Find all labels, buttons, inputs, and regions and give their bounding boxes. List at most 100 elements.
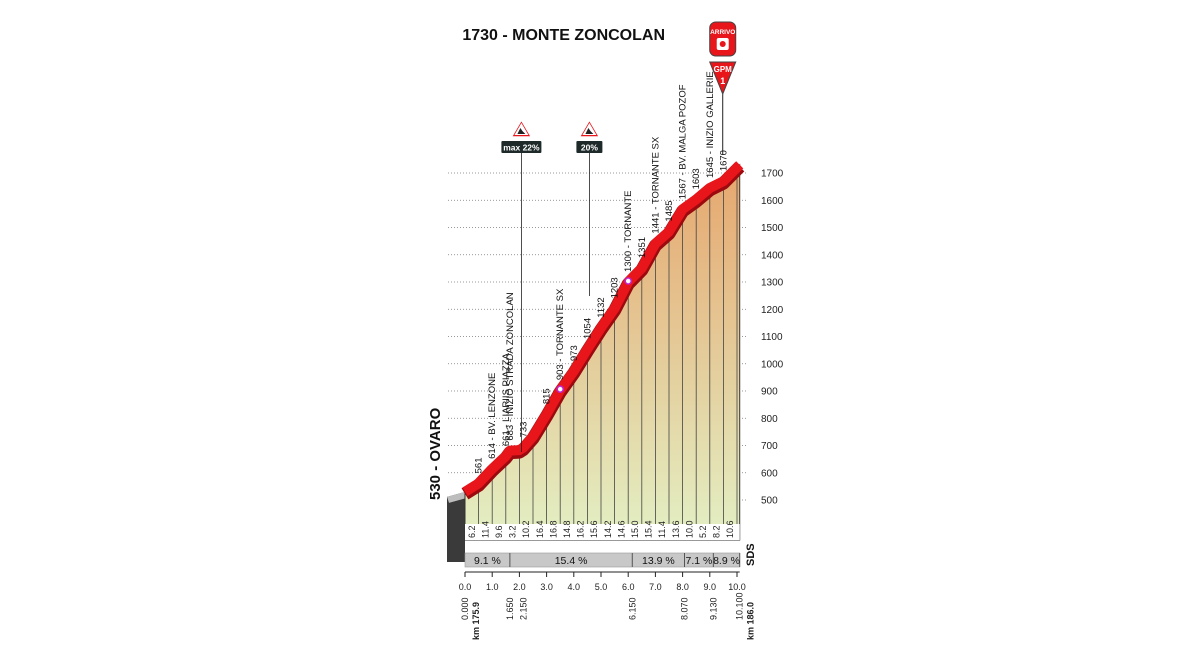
x-tick-label: 3.0 (540, 582, 553, 592)
annotation-label: 614 - BV. LENZONE (487, 373, 498, 459)
x-tick-label: 1.0 (486, 582, 499, 592)
y-tick-label: 600 (761, 468, 778, 479)
segment-grade-label: 6.2 (467, 525, 477, 538)
x-tick-label: 8.0 (676, 582, 689, 592)
annotation-label: 1670 (718, 150, 729, 171)
segment-grade-strip (465, 524, 740, 540)
sector-average-label: 15.4 % (555, 555, 588, 567)
y-tick-label: 1300 (761, 278, 784, 289)
x-tick-label: 7.0 (649, 582, 662, 592)
hairpin-marker (556, 385, 564, 393)
finish-badge-text: ARRIVO (710, 29, 735, 36)
y-tick-label: 1100 (761, 332, 783, 343)
hairpin-marker (624, 277, 632, 285)
y-tick-label: 500 (761, 496, 778, 507)
x-tick-label: 4.0 (568, 582, 581, 592)
km-marker-label: 0.000 (460, 597, 470, 620)
y-tick-label: 800 (761, 414, 778, 425)
y-axis: 500 600 700 800 900 1000 1100 1200 1300 1400 1500 1… (761, 169, 784, 507)
annotation-label: 1441 - TORNANTE SX (650, 136, 661, 233)
chart-title: 1730 - MONTE ZONCOLAN (462, 27, 665, 44)
start-block-top (447, 491, 467, 503)
gpm-label: GPM (714, 65, 733, 74)
km-marker-label: 1.650 (505, 597, 515, 620)
race-km-label: km 175.9 (471, 602, 481, 640)
y-tick-label: 1500 (761, 223, 784, 234)
km-marker-label: 8.070 (680, 597, 690, 620)
warning-triangle-inner (514, 123, 529, 135)
road (462, 161, 744, 497)
km-marker-label: 10.100 (735, 592, 745, 620)
y-tick-label: 900 (761, 387, 778, 398)
segment-grade-label: 14.2 (603, 520, 613, 538)
gpm-triangle-icon (708, 61, 737, 96)
y-tick-label: 1400 (761, 250, 784, 261)
brand-label: SDS (745, 543, 757, 566)
annotation-label: 661 - LIARIIS PIAZZA (501, 353, 512, 447)
x-tick-label: 9.0 (704, 582, 717, 592)
gpm-category: 1 (720, 76, 725, 86)
y-tick-label: 1000 (761, 359, 784, 370)
annotation-label: 683 - INIZIO STRADA ZONCOLAN (505, 292, 516, 440)
segment-dividers (478, 175, 738, 540)
segment-grade-label: 16.2 (576, 520, 586, 538)
gradient-band: 6.2 11.4 9.6 3.2 10.2 16.4 16.8 14.8 16.2 15.6 14.… (464, 520, 741, 568)
annotation-label: 815 (542, 388, 553, 404)
segment-grade-label: 15.0 (630, 520, 640, 538)
segment-grade-label: 16.4 (535, 520, 545, 538)
x-tick-label: 0.0 (459, 582, 472, 592)
x-tick-label: 6.0 (622, 582, 635, 592)
km-marker-label: 2.150 (518, 597, 528, 620)
sign-label-box (576, 141, 603, 153)
x-axis: 0.0 1.0 2.0 3.0 4.0 5.0 6.0 7.0 8.0 9.0 10.0 0.000 1… (459, 571, 756, 640)
y-tick-label: 700 (761, 441, 778, 452)
sector-average-label: 13.9 % (642, 555, 675, 567)
sign-label: 20% (581, 143, 598, 153)
annotation-label: 1603 (691, 168, 702, 189)
annotation-label: 1567 - BV. MALGA POZOF (678, 84, 689, 199)
road-line (461, 161, 745, 500)
warning-triangle-inner (582, 123, 597, 135)
segment-grade-label: 8.2 (712, 525, 722, 538)
annotation-label: 973 (569, 345, 580, 361)
finish-flag-dot (719, 41, 726, 47)
annotation-label: 903 - TORNANTE SX (555, 288, 566, 380)
annotation-label: 1645 - INIZIO GALLERIE (705, 71, 716, 178)
sector-average-label: 7.1 % (685, 555, 712, 567)
mountain-glyph (585, 128, 594, 134)
start-block (447, 491, 465, 562)
segment-grade-label: 14.8 (562, 520, 572, 538)
mountain-glyph (517, 128, 526, 134)
sector-average-label: 9.1 % (474, 555, 501, 567)
annotation-label: 1054 (582, 318, 593, 339)
segment-grade-label: 15.4 (644, 520, 654, 538)
segment-grade-label: 10.6 (725, 520, 735, 538)
annotation-label: 1351 (637, 237, 648, 258)
start-label: 530 - OVARO (427, 407, 444, 500)
segment-grade-label: 11.4 (657, 521, 667, 538)
sign-label: max 22% (503, 143, 540, 153)
signs: max 22% 20% ARRIVO GPM 1 (501, 21, 737, 452)
segment-grade-label: 10.0 (684, 520, 694, 538)
km-marker-label: 9.130 (708, 597, 718, 620)
segment-grade-label: 11.4 (480, 521, 490, 538)
sign-label-box (501, 141, 542, 153)
segment-grade-label: 15.6 (589, 520, 599, 538)
segment-grade-label: 3.2 (508, 525, 518, 538)
km-marker-label: 6.150 (627, 597, 637, 620)
segment-grade-label: 16.8 (548, 520, 558, 538)
segment-grade-label: 10.2 (521, 520, 531, 538)
annotation-label: 1132 (596, 297, 607, 317)
x-tick-label: 2.0 (513, 582, 526, 592)
annotation-label: 561 (474, 458, 485, 474)
segment-grade-label: 5.2 (698, 525, 708, 538)
race-km-label: km 186.0 (746, 602, 756, 640)
segment-grade-label: 14.6 (616, 520, 626, 538)
y-tick-label: 1700 (761, 169, 784, 180)
annotation-label: 1203 (610, 277, 621, 298)
y-tick-label: 1600 (761, 196, 784, 207)
x-tick-label: 5.0 (595, 582, 608, 592)
